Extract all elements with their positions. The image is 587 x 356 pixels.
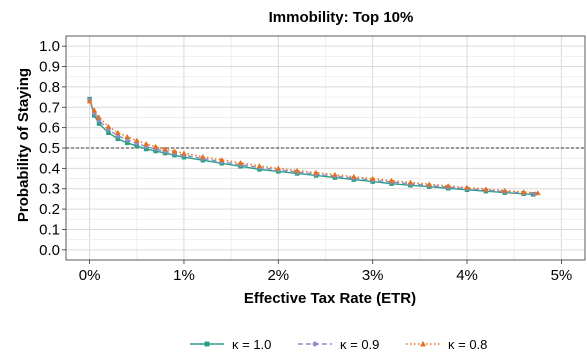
data-point xyxy=(407,179,414,185)
data-point xyxy=(96,114,102,120)
y-tick-label: 0.8 xyxy=(39,79,60,96)
series-3 xyxy=(86,98,541,196)
series-layer xyxy=(86,96,541,197)
x-tick-label: 0% xyxy=(79,267,101,284)
x-tick-label: 2% xyxy=(267,267,289,284)
data-point xyxy=(124,133,131,139)
x-axis-ticks: 0% 1% 2% 3% 4% 5% xyxy=(79,260,573,284)
data-point xyxy=(171,148,178,154)
data-point xyxy=(426,181,433,187)
grid xyxy=(66,36,585,260)
data-point xyxy=(388,177,395,183)
data-point xyxy=(86,98,93,104)
data-point xyxy=(464,184,470,190)
legend-label: κ = 0.8 xyxy=(448,337,487,352)
data-point xyxy=(181,150,187,156)
y-tick-label: 0.4 xyxy=(39,160,60,177)
data-point xyxy=(332,171,338,177)
data-point xyxy=(350,173,357,179)
x-tick-label: 5% xyxy=(551,267,573,284)
data-point xyxy=(312,341,318,347)
x-tick-label: 3% xyxy=(362,267,384,284)
legend-item-2: κ = 0.9 xyxy=(298,337,379,352)
data-point xyxy=(369,175,376,181)
legend: κ = 1.0 κ = 0.9 κ = 0.8 xyxy=(190,337,487,352)
x-axis-title: Effective Tax Rate (ETR) xyxy=(244,290,416,307)
data-point xyxy=(91,107,98,113)
y-tick-label: 0.5 xyxy=(39,140,60,157)
data-point xyxy=(483,186,489,192)
y-tick-label: 0.6 xyxy=(39,120,60,137)
data-point xyxy=(218,156,225,162)
y-tick-label: 0.2 xyxy=(39,201,60,218)
data-point xyxy=(105,123,112,129)
legend-item-3: κ = 0.8 xyxy=(406,337,487,352)
y-tick-label: 1.0 xyxy=(39,38,60,55)
data-point xyxy=(133,137,140,143)
y-tick-label: 0.1 xyxy=(39,221,60,238)
legend-label: κ = 0.9 xyxy=(340,337,379,352)
data-point xyxy=(256,163,263,169)
data-point xyxy=(275,165,282,171)
data-point xyxy=(445,182,451,189)
y-axis-ticks: 0.0 0.1 0.2 0.3 0.4 0.5 0.6 0.7 0.8 0.9 1.0 xyxy=(39,38,66,259)
y-tick-label: 0.0 xyxy=(39,242,60,259)
x-tick-label: 1% xyxy=(173,267,195,284)
data-point xyxy=(419,340,427,347)
data-point xyxy=(313,169,319,175)
data-point xyxy=(162,146,168,152)
data-point xyxy=(152,143,159,149)
x-tick-label: 4% xyxy=(456,267,478,284)
data-point xyxy=(237,159,244,166)
data-point xyxy=(534,190,541,196)
legend-item-1: κ = 1.0 xyxy=(190,337,271,352)
data-point xyxy=(520,189,527,195)
legend-label: κ = 1.0 xyxy=(232,337,271,352)
data-point xyxy=(143,141,150,147)
data-point xyxy=(204,341,210,347)
chart-title: Immobility: Top 10% xyxy=(269,9,414,26)
data-point xyxy=(501,187,508,193)
y-tick-label: 0.7 xyxy=(39,99,60,116)
y-tick-label: 0.3 xyxy=(39,181,60,198)
y-axis-title: Probability of Staying xyxy=(15,68,32,222)
data-point xyxy=(115,129,121,135)
data-point xyxy=(200,153,206,159)
y-tick-label: 0.9 xyxy=(39,59,60,76)
data-point xyxy=(294,167,301,173)
